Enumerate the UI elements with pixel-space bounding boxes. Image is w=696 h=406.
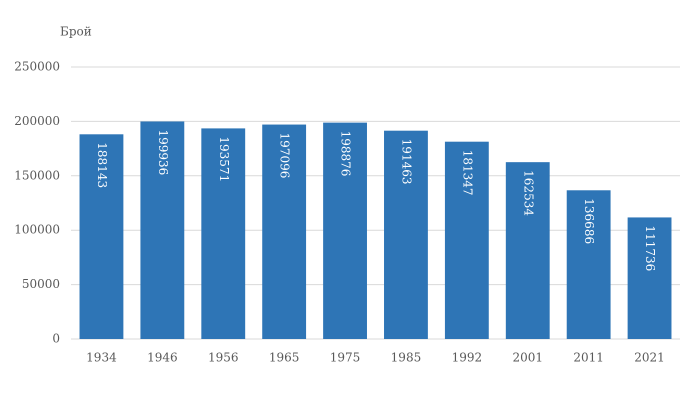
value-label: 162534: [521, 170, 535, 216]
y-axis-label: Брой: [60, 25, 92, 39]
value-label: 111736: [643, 225, 657, 271]
x-tick-label: 1934: [86, 351, 117, 365]
x-tick-label: 1965: [269, 351, 300, 365]
y-tick-label: 250000: [14, 60, 60, 74]
y-tick-label: 0: [52, 332, 60, 346]
bar: [566, 190, 611, 339]
x-tick-label: 1975: [330, 351, 361, 365]
y-tick-label: 150000: [14, 168, 60, 182]
bar: [384, 130, 428, 339]
bar: [140, 121, 185, 339]
value-label: 198876: [339, 131, 353, 177]
value-label: 136686: [582, 198, 596, 244]
y-tick-label: 100000: [14, 223, 60, 237]
x-tick-label: 2001: [512, 351, 543, 365]
bar: [505, 162, 550, 339]
x-tick-label: 2011: [573, 351, 604, 365]
x-tick-label: 1956: [208, 351, 239, 365]
bar: [627, 217, 672, 339]
value-label: 197096: [278, 133, 292, 179]
value-label: 193571: [217, 136, 231, 182]
value-label: 191463: [399, 139, 413, 185]
x-tick-label: 1985: [391, 351, 422, 365]
x-tick-label: 1992: [452, 351, 483, 365]
bar: [262, 124, 307, 339]
bar: [323, 122, 367, 339]
bar: [201, 128, 246, 339]
bar: [79, 134, 124, 339]
value-label: 188143: [95, 142, 109, 188]
y-tick-label: 200000: [14, 114, 60, 128]
x-tick-label: 1946: [147, 351, 178, 365]
value-label: 181347: [460, 150, 474, 196]
x-tick-label: 2021: [634, 351, 665, 365]
y-tick-label: 50000: [22, 277, 60, 291]
bar: [444, 141, 489, 339]
value-label: 199936: [156, 129, 170, 175]
